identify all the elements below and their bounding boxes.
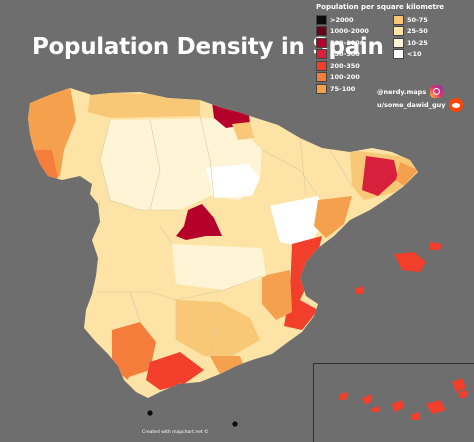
legend-swatch	[393, 26, 404, 36]
legend-swatch	[393, 49, 404, 59]
reddit-handle: u/some_dawid_guy	[377, 98, 464, 112]
menorca	[430, 242, 442, 250]
legend-swatch	[316, 26, 327, 36]
legend-item: 350-500	[316, 49, 369, 60]
legend-column-left: >2000 1000-2000 500-1000 350-500 200-350 100-…	[316, 14, 369, 95]
legend-swatch	[316, 14, 327, 25]
legend-item: <10	[393, 49, 428, 60]
ibiza	[356, 286, 364, 294]
legend-swatch	[316, 49, 327, 59]
legend-swatch	[316, 37, 327, 48]
legend-label: >2000	[330, 15, 354, 24]
ceuta	[147, 410, 153, 416]
legend-item: 500-1000	[316, 37, 369, 48]
canary-islands	[340, 378, 468, 420]
legend-item: 50-75	[393, 14, 428, 25]
legend-title: Population per square kilometre	[316, 3, 445, 11]
reddit-icon	[449, 98, 464, 112]
legend-item: 10-25	[393, 37, 428, 48]
legend-item: 1000-2000	[316, 26, 369, 37]
melilla	[232, 421, 238, 427]
canary-islands-frame	[313, 363, 474, 442]
instagram-handle-label: @nerdy.maps	[377, 87, 427, 96]
mallorca	[394, 252, 426, 272]
legend-item: 25-50	[393, 26, 428, 37]
legend-label: 350-500	[330, 50, 360, 58]
legend-label: 75-100	[330, 84, 356, 93]
instagram-icon	[430, 85, 444, 98]
legend-swatch	[393, 14, 404, 25]
legend-label: 1000-2000	[330, 27, 369, 35]
legend-item: 75-100	[316, 83, 369, 94]
legend-swatch	[316, 60, 327, 71]
instagram-handle: @nerdy.maps	[377, 85, 444, 98]
legend-label: <10	[407, 50, 422, 58]
legend-swatch	[393, 37, 404, 48]
legend-label: 500-1000	[330, 38, 365, 47]
reddit-handle-label: u/some_dawid_guy	[377, 101, 446, 109]
legend-label: 200-350	[330, 61, 360, 70]
legend-item: 100-200	[316, 72, 369, 83]
legend-swatch	[316, 72, 327, 82]
legend-item: >2000	[316, 14, 369, 25]
legend-label: 50-75	[407, 15, 428, 24]
credit-text: Created with mapchart.net ©	[142, 430, 209, 435]
legend-item: 200-350	[316, 60, 369, 71]
legend-swatch	[316, 83, 327, 94]
legend-label: 10-25	[407, 38, 428, 47]
legend-label: 25-50	[407, 27, 428, 35]
legend-label: 100-200	[330, 73, 360, 81]
legend-column-right: 50-75 25-50 10-25 <10	[393, 14, 428, 60]
